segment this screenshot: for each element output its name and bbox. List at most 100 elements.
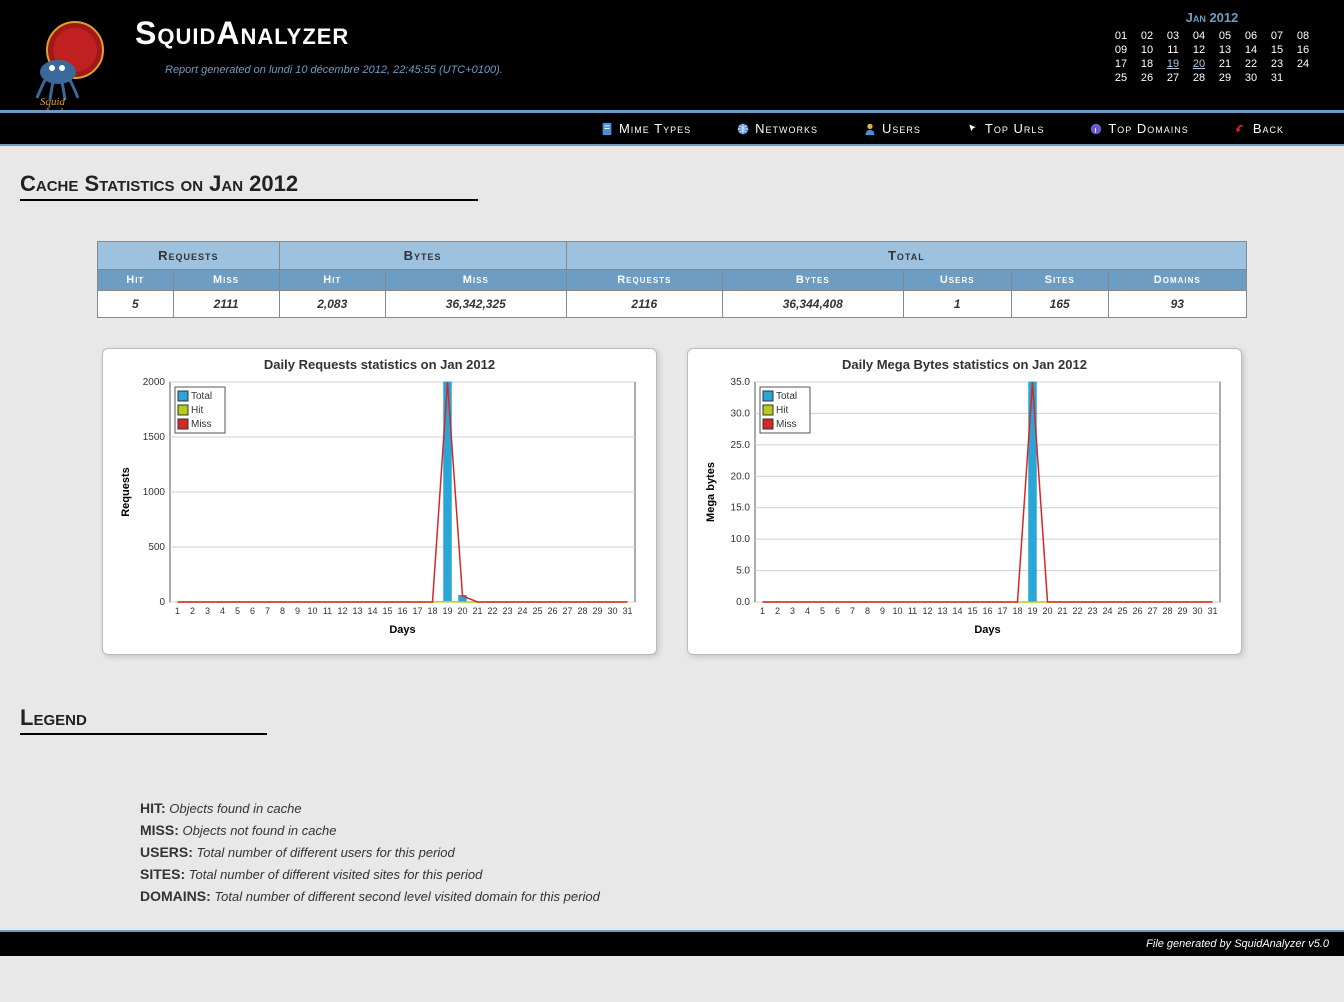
- nav-networks[interactable]: Networks: [736, 121, 818, 136]
- legend-item: SITES: Total number of different visited…: [140, 866, 1324, 882]
- calendar-day[interactable]: 19: [1162, 58, 1184, 70]
- calendar-day: 12: [1188, 44, 1210, 56]
- svg-text:9: 9: [880, 606, 885, 616]
- document-icon: [600, 122, 614, 136]
- svg-text:13: 13: [352, 606, 362, 616]
- calendar-day: 21: [1214, 58, 1236, 70]
- calendar-day: 06: [1240, 30, 1262, 42]
- svg-text:30: 30: [1192, 606, 1202, 616]
- svg-text:31: 31: [622, 606, 632, 616]
- svg-text:5: 5: [820, 606, 825, 616]
- svg-text:5.0: 5.0: [736, 566, 750, 577]
- nav-top-urls[interactable]: Top Urls: [966, 121, 1044, 136]
- nav-mime-types[interactable]: Mime Types: [600, 121, 691, 136]
- calendar-day: 04: [1188, 30, 1210, 42]
- svg-text:2: 2: [190, 606, 195, 616]
- legend-item: DOMAINS: Total number of different secon…: [140, 888, 1324, 904]
- th-bytes-miss: Miss: [385, 270, 566, 291]
- svg-text:6: 6: [250, 606, 255, 616]
- svg-text:4: 4: [220, 606, 225, 616]
- calendar-day: 16: [1292, 44, 1314, 56]
- svg-text:Requests: Requests: [120, 467, 132, 517]
- svg-text:18: 18: [427, 606, 437, 616]
- legend-item: HIT: Objects found in cache: [140, 800, 1324, 816]
- svg-text:6: 6: [835, 606, 840, 616]
- nav-back[interactable]: Back: [1234, 121, 1284, 136]
- report-subtitle: Report generated on lundi 10 décembre 20…: [165, 64, 503, 76]
- svg-text:8: 8: [280, 606, 285, 616]
- calendar-day: 26: [1136, 72, 1158, 84]
- svg-text:1: 1: [760, 606, 765, 616]
- calendar-day[interactable]: 20: [1188, 58, 1210, 70]
- svg-text:25: 25: [1117, 606, 1127, 616]
- svg-text:27: 27: [1147, 606, 1157, 616]
- nav-users[interactable]: Users: [863, 121, 921, 136]
- svg-text:18: 18: [1012, 606, 1022, 616]
- th-group-total: Total: [566, 242, 1246, 270]
- chart1-title: Daily Requests statistics on Jan 2012: [115, 357, 644, 372]
- chart1-svg: 0500100015002000123456789101112131415161…: [115, 377, 645, 637]
- cell-total-sites: 165: [1011, 291, 1108, 318]
- svg-text:Hit: Hit: [776, 405, 788, 416]
- svg-text:12: 12: [922, 606, 932, 616]
- calendar: Jan 2012 0102030405060708091011121314151…: [1110, 10, 1324, 84]
- calendar-day: 18: [1136, 58, 1158, 70]
- svg-text:500: 500: [148, 542, 165, 553]
- svg-text:14: 14: [952, 606, 962, 616]
- svg-text:9: 9: [295, 606, 300, 616]
- svg-text:7: 7: [265, 606, 270, 616]
- svg-text:26: 26: [1132, 606, 1142, 616]
- svg-text:11: 11: [908, 606, 917, 616]
- svg-text:10: 10: [307, 606, 317, 616]
- svg-text:24: 24: [517, 606, 527, 616]
- svg-text:Analyzer: Analyzer: [43, 107, 80, 110]
- th-total-requests: Requests: [566, 270, 722, 291]
- calendar-day: 14: [1240, 44, 1262, 56]
- svg-text:35.0: 35.0: [731, 377, 751, 388]
- logo-block: Squid Analyzer SquidAnalyzer Report gene…: [20, 10, 503, 110]
- svg-text:7: 7: [850, 606, 855, 616]
- stats-table: Requests Bytes Total Hit Miss Hit Miss R…: [97, 241, 1247, 318]
- cell-total-bytes: 36,344,408: [722, 291, 903, 318]
- legend-section: Legend HIT: Objects found in cacheMISS: …: [20, 705, 1324, 904]
- svg-text:3: 3: [790, 606, 795, 616]
- svg-text:Total: Total: [776, 391, 797, 402]
- header: Squid Analyzer SquidAnalyzer Report gene…: [0, 0, 1344, 112]
- svg-text:21: 21: [1057, 606, 1067, 616]
- svg-text:14: 14: [367, 606, 377, 616]
- calendar-day: 31: [1266, 72, 1288, 84]
- nav-mime-label: Mime Types: [619, 121, 691, 136]
- chart2-svg: 0.05.010.015.020.025.030.035.01234567891…: [700, 377, 1230, 637]
- content: Cache Statistics on Jan 2012 Requests By…: [0, 146, 1344, 930]
- svg-text:20.0: 20.0: [731, 471, 751, 482]
- svg-text:17: 17: [997, 606, 1007, 616]
- svg-text:19: 19: [1027, 606, 1037, 616]
- chart-requests: Daily Requests statistics on Jan 2012 05…: [102, 348, 657, 655]
- svg-text:Miss: Miss: [191, 419, 212, 430]
- svg-text:Days: Days: [974, 624, 1000, 636]
- cursor-icon: [966, 122, 980, 136]
- footer: File generated by SquidAnalyzer v5.0: [0, 930, 1344, 956]
- th-req-hit: Hit: [98, 270, 174, 291]
- cell-bytes-miss: 36,342,325: [385, 291, 566, 318]
- calendar-title: Jan 2012: [1110, 10, 1314, 25]
- svg-text:22: 22: [487, 606, 497, 616]
- svg-text:30: 30: [607, 606, 617, 616]
- cell-bytes-hit: 2,083: [279, 291, 385, 318]
- calendar-day: 05: [1214, 30, 1236, 42]
- calendar-day: 02: [1136, 30, 1158, 42]
- nav-top-domains[interactable]: iTop Domains: [1089, 121, 1188, 136]
- svg-text:2: 2: [775, 606, 780, 616]
- calendar-day: 03: [1162, 30, 1184, 42]
- svg-text:15.0: 15.0: [731, 503, 751, 514]
- calendar-day: 11: [1162, 44, 1184, 56]
- nav-networks-label: Networks: [755, 121, 818, 136]
- user-icon: [863, 122, 877, 136]
- info-icon: i: [1089, 122, 1103, 136]
- svg-text:3: 3: [205, 606, 210, 616]
- svg-text:21: 21: [472, 606, 482, 616]
- svg-text:23: 23: [502, 606, 512, 616]
- svg-text:20: 20: [1042, 606, 1052, 616]
- svg-text:16: 16: [982, 606, 992, 616]
- svg-text:15: 15: [382, 606, 392, 616]
